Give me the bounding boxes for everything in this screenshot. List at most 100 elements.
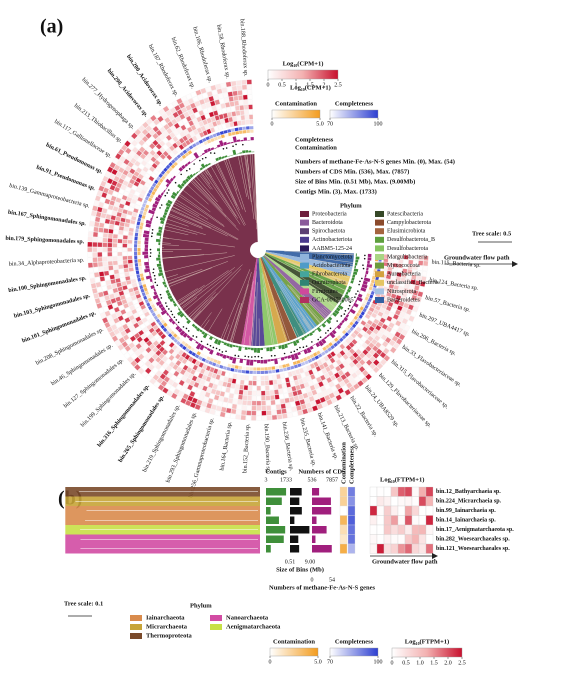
contigs-bar <box>156 257 161 261</box>
abundance-cell <box>384 278 391 284</box>
abundance-cell <box>156 156 164 163</box>
abundance-cell <box>244 114 250 120</box>
abundance-cell <box>113 164 121 171</box>
cds-bar <box>144 244 149 248</box>
contamination-cell <box>175 335 181 341</box>
contigs-bar <box>266 347 270 352</box>
tree-branch <box>224 160 243 210</box>
cds-bar <box>149 278 153 283</box>
abundance-cell <box>364 339 371 346</box>
abundance-cell <box>395 276 402 282</box>
abundance-cell <box>381 340 389 348</box>
abundance-cell <box>215 104 222 110</box>
contigs-bar <box>342 296 346 301</box>
abundance-cell <box>283 392 289 399</box>
abundance-cell <box>132 194 139 201</box>
contamination-cell <box>256 367 261 371</box>
completeness-cell <box>134 262 139 267</box>
abundance-cell <box>104 198 111 205</box>
abundance-cell <box>287 412 293 418</box>
column-min: 0.51 <box>285 559 296 565</box>
abundance-cell <box>414 301 421 308</box>
contamination-cell <box>357 309 362 314</box>
leaf-label: bin.190_Bacteria sp. <box>263 424 271 474</box>
abundance-cell <box>200 103 207 110</box>
abundance-cell <box>330 385 338 393</box>
contigs-bar <box>330 314 333 317</box>
tree-branch <box>192 179 237 227</box>
abundance-cell <box>418 486 427 497</box>
legend-label: Iainarchaeota <box>146 614 185 621</box>
tree-branch <box>165 222 206 235</box>
abundance-cell <box>169 107 177 114</box>
cds-bar <box>236 139 241 142</box>
abundance-cell <box>390 524 399 535</box>
contamination-cell <box>282 364 287 368</box>
contamination-cell <box>368 286 373 291</box>
abundance-cell <box>247 390 253 396</box>
contamination-cell <box>238 365 243 370</box>
abundance-cell <box>105 279 112 286</box>
abundance-cell <box>138 193 145 199</box>
abundance-cell <box>224 412 231 419</box>
abundance-cell <box>192 118 199 125</box>
abundance-cell <box>133 312 140 319</box>
abundance-cell <box>175 140 182 147</box>
completeness-cell <box>151 182 157 188</box>
abundance-cell <box>155 327 162 334</box>
tree-branch <box>170 209 228 237</box>
leaf-label: bin.235_Bacteria sp. <box>298 418 316 468</box>
abundance-cell <box>124 222 130 228</box>
size-dot <box>206 343 209 346</box>
abundance-cell <box>328 363 335 371</box>
size-dot <box>363 257 366 260</box>
abundance-cell <box>107 256 113 262</box>
abundance-cell <box>194 360 201 367</box>
contigs-bar <box>328 316 333 321</box>
abundance-cell <box>225 122 231 129</box>
cds-bar <box>226 142 231 145</box>
abundance-cell <box>160 160 167 167</box>
completeness-cell <box>185 347 190 353</box>
contigs-bar <box>157 254 161 258</box>
abundance-cell <box>97 257 103 262</box>
abundance-cell <box>174 104 181 112</box>
abundance-cell <box>382 299 389 306</box>
contigs-bar <box>169 297 174 302</box>
abundance-cell <box>383 486 392 497</box>
cds-bar <box>347 311 351 315</box>
abundance-cell <box>205 365 212 372</box>
abundance-cell <box>409 284 415 290</box>
abundance-cell <box>421 271 428 277</box>
completeness-cell <box>347 515 356 526</box>
contamination-cell <box>163 322 168 327</box>
cds-bar <box>171 320 176 325</box>
completeness-cell <box>182 345 187 351</box>
contamination-cell <box>137 248 141 252</box>
abundance-cell <box>425 524 434 535</box>
completeness-cell <box>268 370 272 374</box>
legend-label: Bacteroidota <box>312 220 343 226</box>
cds-bar <box>143 230 150 235</box>
abundance-cell <box>389 346 397 354</box>
ring-label: Log₁₀(CPM+1) <box>290 84 331 91</box>
abundance-cell <box>355 369 362 376</box>
completeness-cell <box>144 196 150 201</box>
completeness-cell <box>286 366 291 371</box>
size-dot <box>166 305 168 308</box>
abundance-cell <box>138 132 145 139</box>
size-dot <box>234 354 237 357</box>
abundance-cell <box>92 205 98 212</box>
abundance-cell <box>135 306 142 313</box>
abundance-cell <box>290 381 296 387</box>
abundance-cell <box>123 263 129 269</box>
contigs-bar <box>352 274 356 278</box>
abundance-cell <box>173 388 180 395</box>
cds-bar <box>315 342 321 348</box>
tree-branch <box>168 267 212 285</box>
abundance-cell <box>168 145 175 152</box>
abundance-cell <box>308 395 315 402</box>
abundance-cell <box>191 386 198 393</box>
size-dot <box>348 304 351 307</box>
